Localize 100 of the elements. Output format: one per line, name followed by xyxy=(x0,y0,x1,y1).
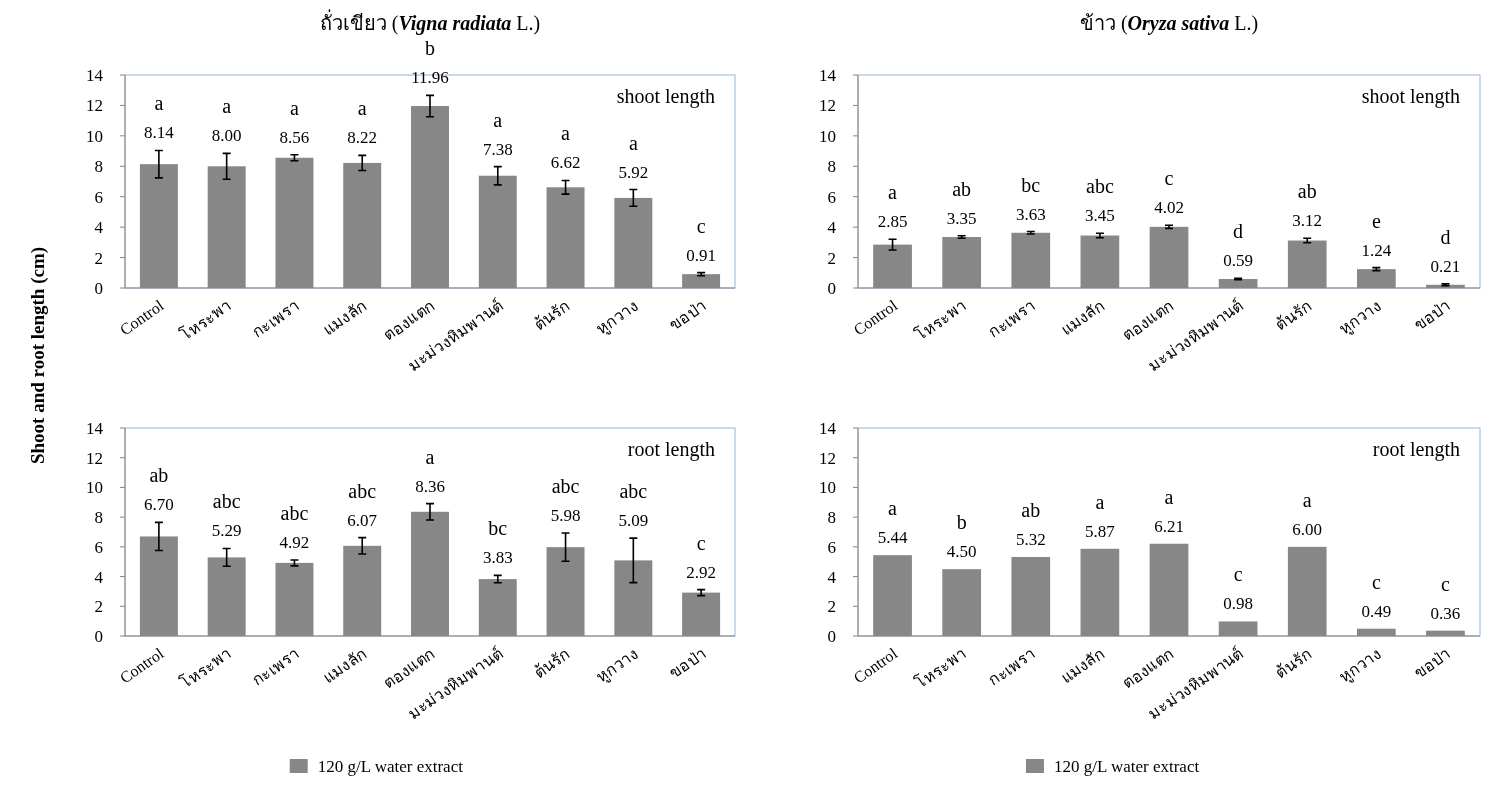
data-label: 4.92 xyxy=(279,532,310,552)
y-tick-label: 6 xyxy=(94,537,103,557)
y-tick-label: 8 xyxy=(94,508,103,528)
data-label: 4.02 xyxy=(1154,198,1184,218)
y-tick-label: 10 xyxy=(86,126,103,146)
data-label: 6.70 xyxy=(144,495,174,515)
annotation: a xyxy=(1095,490,1105,513)
annotation: d xyxy=(1440,225,1451,248)
annotation: c xyxy=(1164,167,1174,190)
y-tick-label: 12 xyxy=(819,96,836,116)
legend-label: 120 g/L water extract xyxy=(317,757,464,776)
annotation: a xyxy=(222,95,232,118)
data-label: 3.45 xyxy=(1085,206,1115,226)
y-tick-label: 8 xyxy=(94,157,103,177)
data-label: 5.44 xyxy=(877,528,908,548)
data-label: 0.59 xyxy=(1223,251,1253,271)
annotation: bc xyxy=(488,517,508,540)
data-label: 0.91 xyxy=(686,245,716,265)
annotation: abc xyxy=(348,479,377,502)
annotation: bc xyxy=(1021,173,1041,196)
chart-title: ข้าว (Oryza sativa L.) xyxy=(1079,12,1259,35)
data-label: 4.50 xyxy=(946,542,977,562)
y-tick-label: 12 xyxy=(86,448,103,468)
data-label: 8.56 xyxy=(279,127,310,147)
annotation: a xyxy=(290,96,299,119)
y-tick-label: 14 xyxy=(819,419,837,438)
data-label: 0.36 xyxy=(1430,603,1461,623)
data-label: 8.36 xyxy=(415,476,445,496)
y-tick-label: 0 xyxy=(94,627,103,646)
y-tick-label: 0 xyxy=(827,627,836,646)
data-label: 6.00 xyxy=(1292,519,1323,539)
annotation: ab xyxy=(149,464,169,487)
annotation: a xyxy=(493,108,503,131)
y-tick-label: 0 xyxy=(94,279,103,298)
annotation: abc xyxy=(619,480,648,503)
data-label: 7.38 xyxy=(482,139,513,159)
y-tick-label: 10 xyxy=(819,478,836,498)
annotation: abc xyxy=(1086,175,1114,198)
annotation: d xyxy=(1233,220,1244,243)
annotation: a xyxy=(357,97,367,120)
y-tick-label: 6 xyxy=(827,537,836,557)
annotation: abc xyxy=(212,490,241,513)
y-axis-title: Shoot and root length (cm) xyxy=(27,246,49,465)
y-tick-label: 8 xyxy=(827,157,836,177)
legend: 120 g/L water extract xyxy=(1025,757,1200,776)
annotation: ab xyxy=(952,177,972,200)
y-tick-label: 10 xyxy=(86,478,103,498)
y-tick-label: 8 xyxy=(827,508,836,528)
legend: 120 g/L water extract xyxy=(289,757,463,776)
annotation: abc xyxy=(551,475,580,498)
annotation: c xyxy=(696,531,706,554)
data-label: 6.62 xyxy=(550,153,581,173)
y-tick-label: 2 xyxy=(827,597,836,617)
y-tick-label: 4 xyxy=(827,218,837,238)
data-label: 8.22 xyxy=(347,128,378,148)
annotation: abc xyxy=(280,501,309,524)
data-label: 1.24 xyxy=(1361,240,1392,260)
y-tick-label: 14 xyxy=(86,419,104,438)
x-tick-label: ขอป่า xyxy=(666,644,709,682)
annotation: a xyxy=(1302,488,1312,511)
x-tick-label: ต้นรัก xyxy=(530,644,574,682)
data-label: 0.21 xyxy=(1430,256,1461,276)
y-tick-label: 2 xyxy=(94,597,103,617)
y-tick-label: 0 xyxy=(827,279,836,298)
data-label: 0.98 xyxy=(1223,594,1253,614)
data-label: 2.85 xyxy=(877,212,908,232)
data-label: 3.12 xyxy=(1292,211,1323,231)
annotation: c xyxy=(696,214,706,237)
annotation: a xyxy=(1164,485,1174,508)
legend-label: 120 g/L water extract xyxy=(1053,757,1200,776)
data-label: 5.29 xyxy=(211,521,242,541)
annotation: c xyxy=(1371,570,1381,593)
annotation: a xyxy=(425,445,435,468)
y-tick-label: 2 xyxy=(94,248,103,268)
y-tick-label: 4 xyxy=(827,567,837,587)
text: b xyxy=(425,37,435,60)
annotation: b xyxy=(956,511,967,534)
annotation: ab xyxy=(1297,180,1317,203)
y-tick-label: 6 xyxy=(94,187,103,207)
annotation: c xyxy=(1441,572,1450,595)
y-tick-label: 12 xyxy=(86,96,103,116)
data-label: 0.49 xyxy=(1361,601,1392,621)
annotation: a xyxy=(888,181,898,204)
data-label: 5.98 xyxy=(550,506,581,526)
data-label: 8.00 xyxy=(211,126,242,146)
data-label: 5.87 xyxy=(1085,521,1116,541)
data-label: 3.83 xyxy=(482,548,513,568)
annotation: ab xyxy=(1021,498,1041,521)
chart-title: ถั่วเขียว (Vigna radiata L.) xyxy=(319,9,541,35)
annotation: a xyxy=(154,92,164,115)
annotation: a xyxy=(561,122,571,145)
annotation: a xyxy=(628,131,638,154)
annotation: shoot length xyxy=(616,85,715,108)
data-label: 6.07 xyxy=(347,510,378,530)
data-label: 5.92 xyxy=(618,162,649,182)
data-label: 5.32 xyxy=(1015,529,1046,549)
y-tick-label: 2 xyxy=(827,248,836,268)
data-label: 2.92 xyxy=(686,562,716,582)
data-label: 5.09 xyxy=(618,511,649,531)
y-tick-label: 4 xyxy=(94,567,104,587)
